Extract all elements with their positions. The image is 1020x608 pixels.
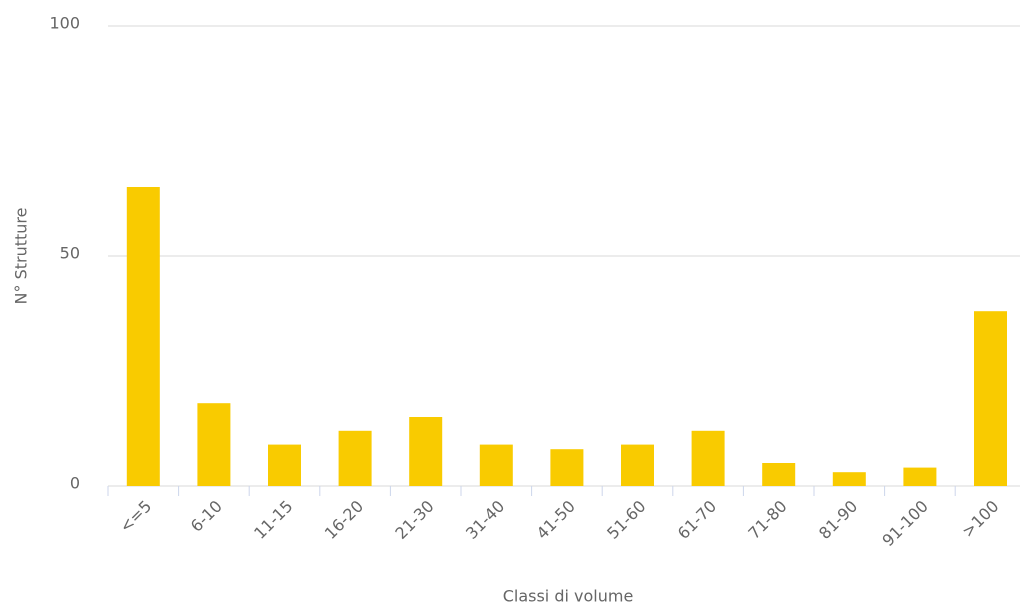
x-tick-label: 31-40 <box>462 497 508 543</box>
bar <box>762 463 796 486</box>
bar <box>974 311 1007 486</box>
x-tick-label: 21-30 <box>391 497 437 543</box>
x-tick-label: 16-20 <box>321 497 367 543</box>
bar <box>126 187 160 486</box>
bar <box>903 467 937 486</box>
x-axis-title: Classi di volume <box>503 587 634 606</box>
x-tick-label: <=5 <box>116 497 156 537</box>
x-tick-label: 51-60 <box>603 497 649 543</box>
y-tick-label: 100 <box>49 14 80 33</box>
bar <box>621 444 654 486</box>
x-tick-label: 6-10 <box>187 497 226 536</box>
bar <box>479 444 513 486</box>
y-tick-label: 0 <box>70 474 80 493</box>
x-tick-label: 81-90 <box>815 497 861 543</box>
bar <box>832 472 866 486</box>
bar <box>409 417 443 486</box>
x-tick-label: 61-70 <box>674 497 720 543</box>
bar <box>338 430 372 486</box>
x-tick-label: 91-100 <box>878 497 932 551</box>
bar <box>550 449 584 486</box>
bar <box>691 430 725 486</box>
x-tick-label: 41-50 <box>533 497 579 543</box>
x-tick-label: 11-15 <box>250 497 296 543</box>
x-tick-label: >100 <box>958 497 1003 542</box>
y-axis-title: N° Strutture <box>12 208 31 305</box>
y-tick-label: 50 <box>60 244 80 263</box>
bar <box>268 444 301 486</box>
x-tick-label: 71-80 <box>744 497 790 543</box>
bar <box>197 403 231 486</box>
